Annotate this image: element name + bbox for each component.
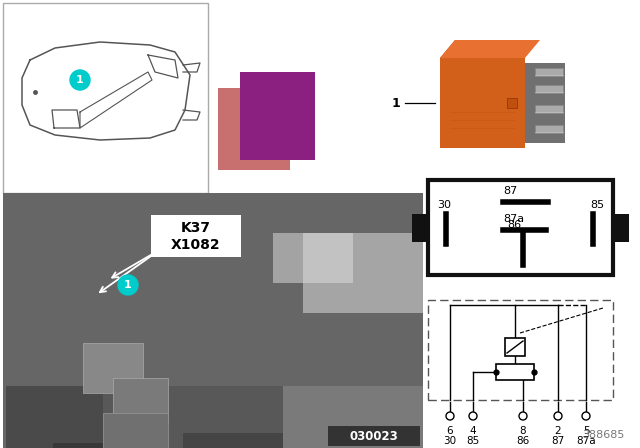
Text: 2: 2 — [555, 426, 561, 436]
Text: 85: 85 — [590, 200, 604, 210]
Circle shape — [582, 412, 590, 420]
Text: 85: 85 — [467, 436, 479, 446]
Bar — [535, 68, 563, 76]
Text: 87: 87 — [552, 436, 564, 446]
Text: 86: 86 — [507, 220, 521, 230]
Bar — [535, 85, 563, 93]
Bar — [283, 386, 423, 448]
Bar — [507, 98, 517, 108]
Text: X1082: X1082 — [171, 238, 221, 252]
Bar — [428, 180, 613, 275]
Text: 5: 5 — [582, 426, 589, 436]
Bar — [535, 105, 563, 113]
Text: 1: 1 — [124, 280, 132, 290]
Bar — [440, 58, 525, 148]
Bar — [240, 72, 315, 160]
Text: 86: 86 — [516, 436, 530, 446]
Circle shape — [469, 412, 477, 420]
Polygon shape — [440, 40, 540, 58]
Bar — [113, 378, 168, 423]
Bar — [218, 88, 290, 170]
Circle shape — [118, 275, 138, 295]
Bar — [428, 300, 613, 400]
Bar — [103, 386, 283, 448]
Text: K37: K37 — [181, 221, 211, 235]
Bar — [496, 364, 534, 380]
Text: 30: 30 — [444, 436, 456, 446]
Bar — [183, 433, 323, 448]
Circle shape — [519, 412, 527, 420]
Bar — [412, 214, 428, 242]
Circle shape — [70, 70, 90, 90]
Text: 6: 6 — [447, 426, 453, 436]
Bar — [328, 426, 420, 446]
Text: 87: 87 — [503, 186, 517, 196]
Circle shape — [554, 412, 562, 420]
Bar — [3, 193, 423, 448]
Bar — [505, 338, 525, 356]
Bar — [151, 215, 241, 257]
Text: 8: 8 — [520, 426, 526, 436]
Bar — [53, 443, 173, 448]
Text: 1: 1 — [76, 75, 84, 85]
Polygon shape — [440, 40, 455, 148]
Text: 4: 4 — [470, 426, 476, 436]
Text: 030023: 030023 — [349, 430, 398, 443]
Bar — [3, 3, 208, 193]
Bar — [525, 63, 565, 143]
Polygon shape — [22, 42, 190, 140]
Text: 30: 30 — [437, 200, 451, 210]
Text: 87a: 87a — [576, 436, 596, 446]
Bar — [273, 233, 353, 283]
Bar — [613, 214, 629, 242]
Bar — [535, 125, 563, 133]
Text: 1: 1 — [391, 96, 400, 109]
Circle shape — [446, 412, 454, 420]
Bar — [303, 233, 423, 313]
Bar — [6, 386, 136, 448]
Bar — [103, 413, 168, 448]
Text: 388685: 388685 — [582, 430, 625, 440]
Text: 87a: 87a — [503, 214, 524, 224]
Bar — [83, 343, 143, 393]
